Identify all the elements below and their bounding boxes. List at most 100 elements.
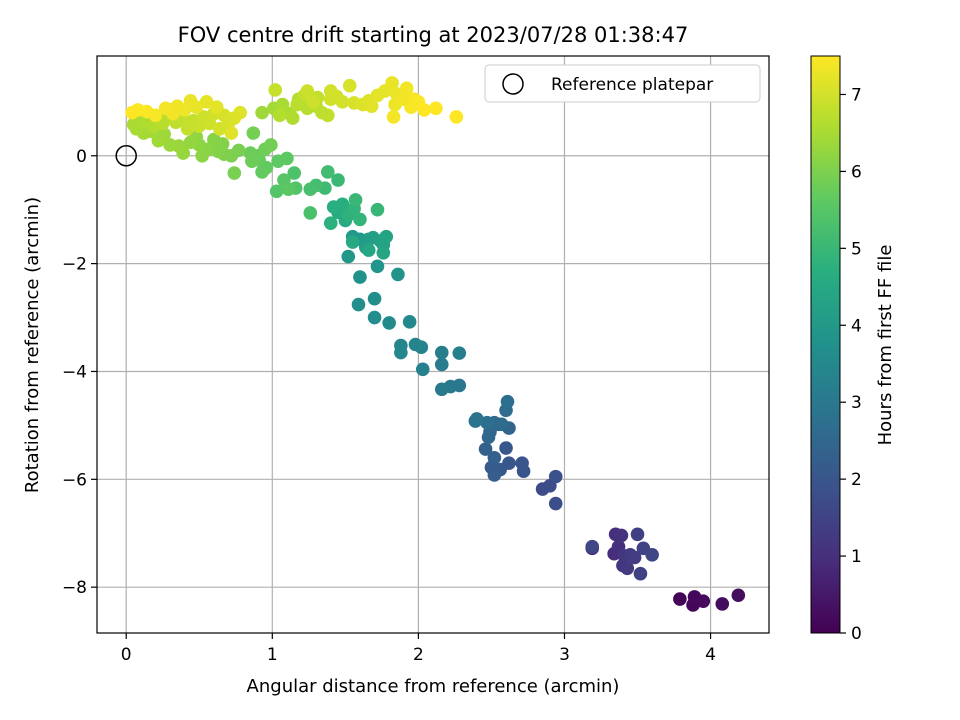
y-tick-label: −2 [62,255,87,275]
colorbar-tick-label: 7 [851,85,862,105]
data-point [434,357,449,372]
data-point [255,105,269,120]
data-point [303,206,318,220]
y-axis-label: Rotation from reference (arcmin) [22,197,43,493]
y-tick-label: −4 [62,362,87,382]
data-point [321,108,335,123]
data-point [224,126,239,140]
colorbar-ticks: 0 1 2 3 4 5 6 7 [840,85,862,644]
chart-title: FOV centre drift starting at 2023/07/28 … [178,23,689,47]
data-point [630,527,645,542]
data-point [335,95,350,109]
data-point [614,528,629,543]
data-point [285,111,300,125]
data-point [402,315,417,329]
data-point [487,450,502,465]
x-tick-label: 3 [559,645,570,665]
data-point [470,412,484,426]
data-point [673,592,687,606]
data-point [233,105,247,120]
data-point [415,362,430,377]
data-point [126,117,141,132]
data-point [585,539,600,554]
legend-marker [502,73,524,95]
colorbar-tick-label: 3 [851,393,862,413]
data-point [255,165,269,179]
data-point [326,200,341,214]
data-point [376,246,391,260]
data-point [386,110,401,124]
data-point [379,229,394,244]
data-point [385,76,399,90]
data-point [353,270,367,284]
data-point [633,566,648,581]
data-point [195,148,209,163]
data-point [227,166,242,180]
data-point [715,597,730,611]
colorbar-tick-label: 5 [851,239,862,259]
data-point [351,297,366,312]
data-point [246,126,261,140]
data-point [353,212,367,227]
data-point [417,103,432,117]
data-point [345,235,360,249]
data-point [515,456,529,470]
data-point [499,441,513,455]
data-point [268,83,283,97]
data-point [163,138,177,152]
data-point [264,138,278,152]
colorbar-tick-label: 2 [851,470,862,490]
data-point [158,101,173,116]
data-point [645,548,659,562]
data-point [370,259,385,274]
x-tick-label: 0 [121,645,132,665]
data-point [290,97,304,112]
data-point [731,588,746,603]
data-point [342,78,357,93]
data-point [434,345,449,360]
data-point [382,316,396,330]
data-point [348,193,363,207]
data-point [125,105,139,120]
colorbar-tick-label: 0 [851,624,862,644]
y-tick-label: −8 [62,578,87,598]
data-point [627,550,642,565]
colorbar-gradient [810,55,841,634]
data-point [341,249,356,264]
y-tick-label: −6 [62,470,87,490]
data-point [548,496,563,511]
y-tick-label: 0 [76,147,87,167]
data-point [331,173,345,187]
scatter-points [125,76,746,612]
data-point [494,417,509,432]
colorbar-tick-label: 4 [851,316,862,336]
data-point [367,310,382,325]
data-point [391,267,405,282]
data-point [548,469,563,484]
data-point [480,415,494,430]
data-point [452,346,467,360]
data-point [183,135,198,150]
data-point [478,442,493,456]
data-point [271,154,285,168]
data-point [323,84,338,98]
data-point [272,108,287,123]
data-point [209,100,224,115]
x-tick-label: 4 [705,645,716,665]
data-point [696,594,711,608]
data-point [151,133,166,148]
colorbar-label: Hours from first FF file [875,245,896,446]
data-point [321,165,335,179]
data-point [434,382,449,397]
data-point [367,291,382,306]
data-point [500,394,515,409]
data-point [399,81,414,96]
data-point [306,95,321,109]
legend-entry: Reference platepar [551,75,713,95]
data-point [275,97,290,112]
data-point [361,243,376,257]
data-point [199,95,214,109]
plot-frame [96,55,770,634]
data-point [300,84,315,98]
